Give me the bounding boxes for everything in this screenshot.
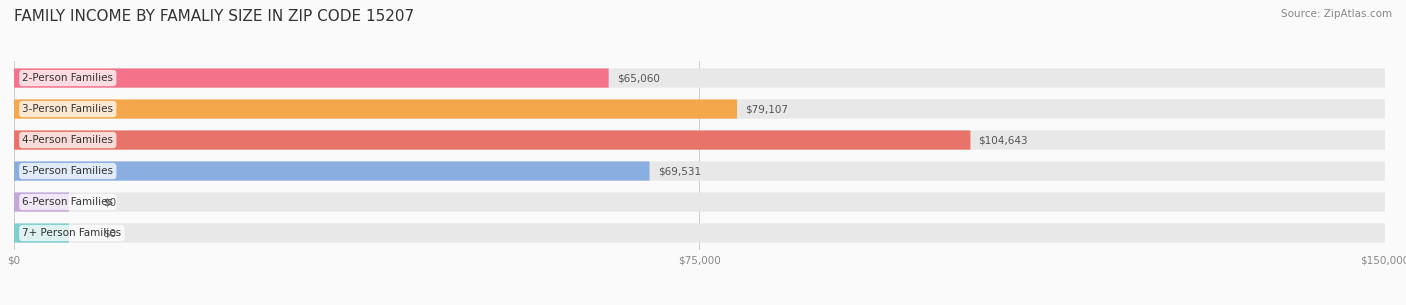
Text: $0: $0 — [103, 197, 117, 207]
Text: 4-Person Families: 4-Person Families — [22, 135, 114, 145]
FancyBboxPatch shape — [14, 131, 1385, 150]
FancyBboxPatch shape — [14, 224, 1385, 243]
FancyBboxPatch shape — [14, 68, 609, 88]
Text: 6-Person Families: 6-Person Families — [22, 197, 114, 207]
Text: 5-Person Families: 5-Person Families — [22, 166, 114, 176]
FancyBboxPatch shape — [14, 68, 1385, 88]
Text: 2-Person Families: 2-Person Families — [22, 73, 114, 83]
Text: 7+ Person Families: 7+ Person Families — [22, 228, 121, 238]
Text: 3-Person Families: 3-Person Families — [22, 104, 114, 114]
Text: $104,643: $104,643 — [979, 135, 1028, 145]
Text: $0: $0 — [103, 228, 117, 238]
FancyBboxPatch shape — [14, 161, 1385, 181]
Text: $65,060: $65,060 — [617, 73, 659, 83]
FancyBboxPatch shape — [14, 161, 650, 181]
Text: Source: ZipAtlas.com: Source: ZipAtlas.com — [1281, 9, 1392, 19]
FancyBboxPatch shape — [14, 224, 69, 243]
Text: $79,107: $79,107 — [745, 104, 789, 114]
Text: $69,531: $69,531 — [658, 166, 700, 176]
FancyBboxPatch shape — [14, 99, 737, 119]
FancyBboxPatch shape — [14, 131, 970, 150]
FancyBboxPatch shape — [14, 192, 1385, 212]
FancyBboxPatch shape — [14, 99, 1385, 119]
Text: FAMILY INCOME BY FAMALIY SIZE IN ZIP CODE 15207: FAMILY INCOME BY FAMALIY SIZE IN ZIP COD… — [14, 9, 415, 24]
FancyBboxPatch shape — [14, 192, 69, 212]
